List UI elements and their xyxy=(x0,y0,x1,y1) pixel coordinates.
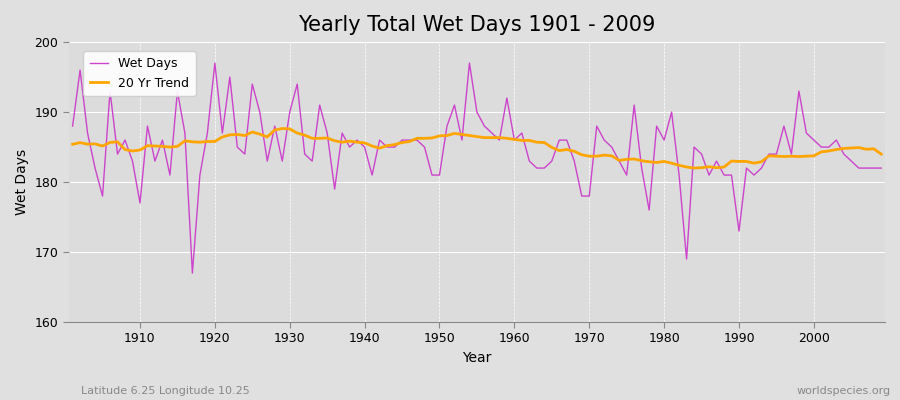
20 Yr Trend xyxy=(277,126,288,131)
20 Yr Trend xyxy=(344,139,355,144)
Wet Days xyxy=(614,159,625,164)
Wet Days xyxy=(307,159,318,164)
20 Yr Trend xyxy=(517,138,527,143)
Wet Days xyxy=(127,159,138,164)
20 Yr Trend xyxy=(607,154,617,158)
Wet Days xyxy=(210,61,220,66)
20 Yr Trend xyxy=(300,133,310,138)
Wet Days xyxy=(68,124,78,128)
20 Yr Trend xyxy=(688,166,699,170)
X-axis label: Year: Year xyxy=(463,351,491,365)
Legend: Wet Days, 20 Yr Trend: Wet Days, 20 Yr Trend xyxy=(84,51,195,96)
20 Yr Trend xyxy=(509,137,520,142)
Wet Days xyxy=(524,159,535,164)
Text: Latitude 6.25 Longitude 10.25: Latitude 6.25 Longitude 10.25 xyxy=(81,386,250,396)
Text: worldspecies.org: worldspecies.org xyxy=(796,386,891,396)
Wet Days xyxy=(352,138,363,142)
Wet Days xyxy=(517,131,527,136)
Wet Days xyxy=(876,166,886,170)
Wet Days xyxy=(187,271,198,276)
20 Yr Trend xyxy=(127,148,138,153)
Y-axis label: Wet Days: Wet Days xyxy=(15,149,29,215)
Line: 20 Yr Trend: 20 Yr Trend xyxy=(73,128,881,168)
Line: Wet Days: Wet Days xyxy=(73,63,881,273)
Title: Yearly Total Wet Days 1901 - 2009: Yearly Total Wet Days 1901 - 2009 xyxy=(298,15,655,35)
20 Yr Trend xyxy=(68,142,78,147)
20 Yr Trend xyxy=(876,152,886,156)
